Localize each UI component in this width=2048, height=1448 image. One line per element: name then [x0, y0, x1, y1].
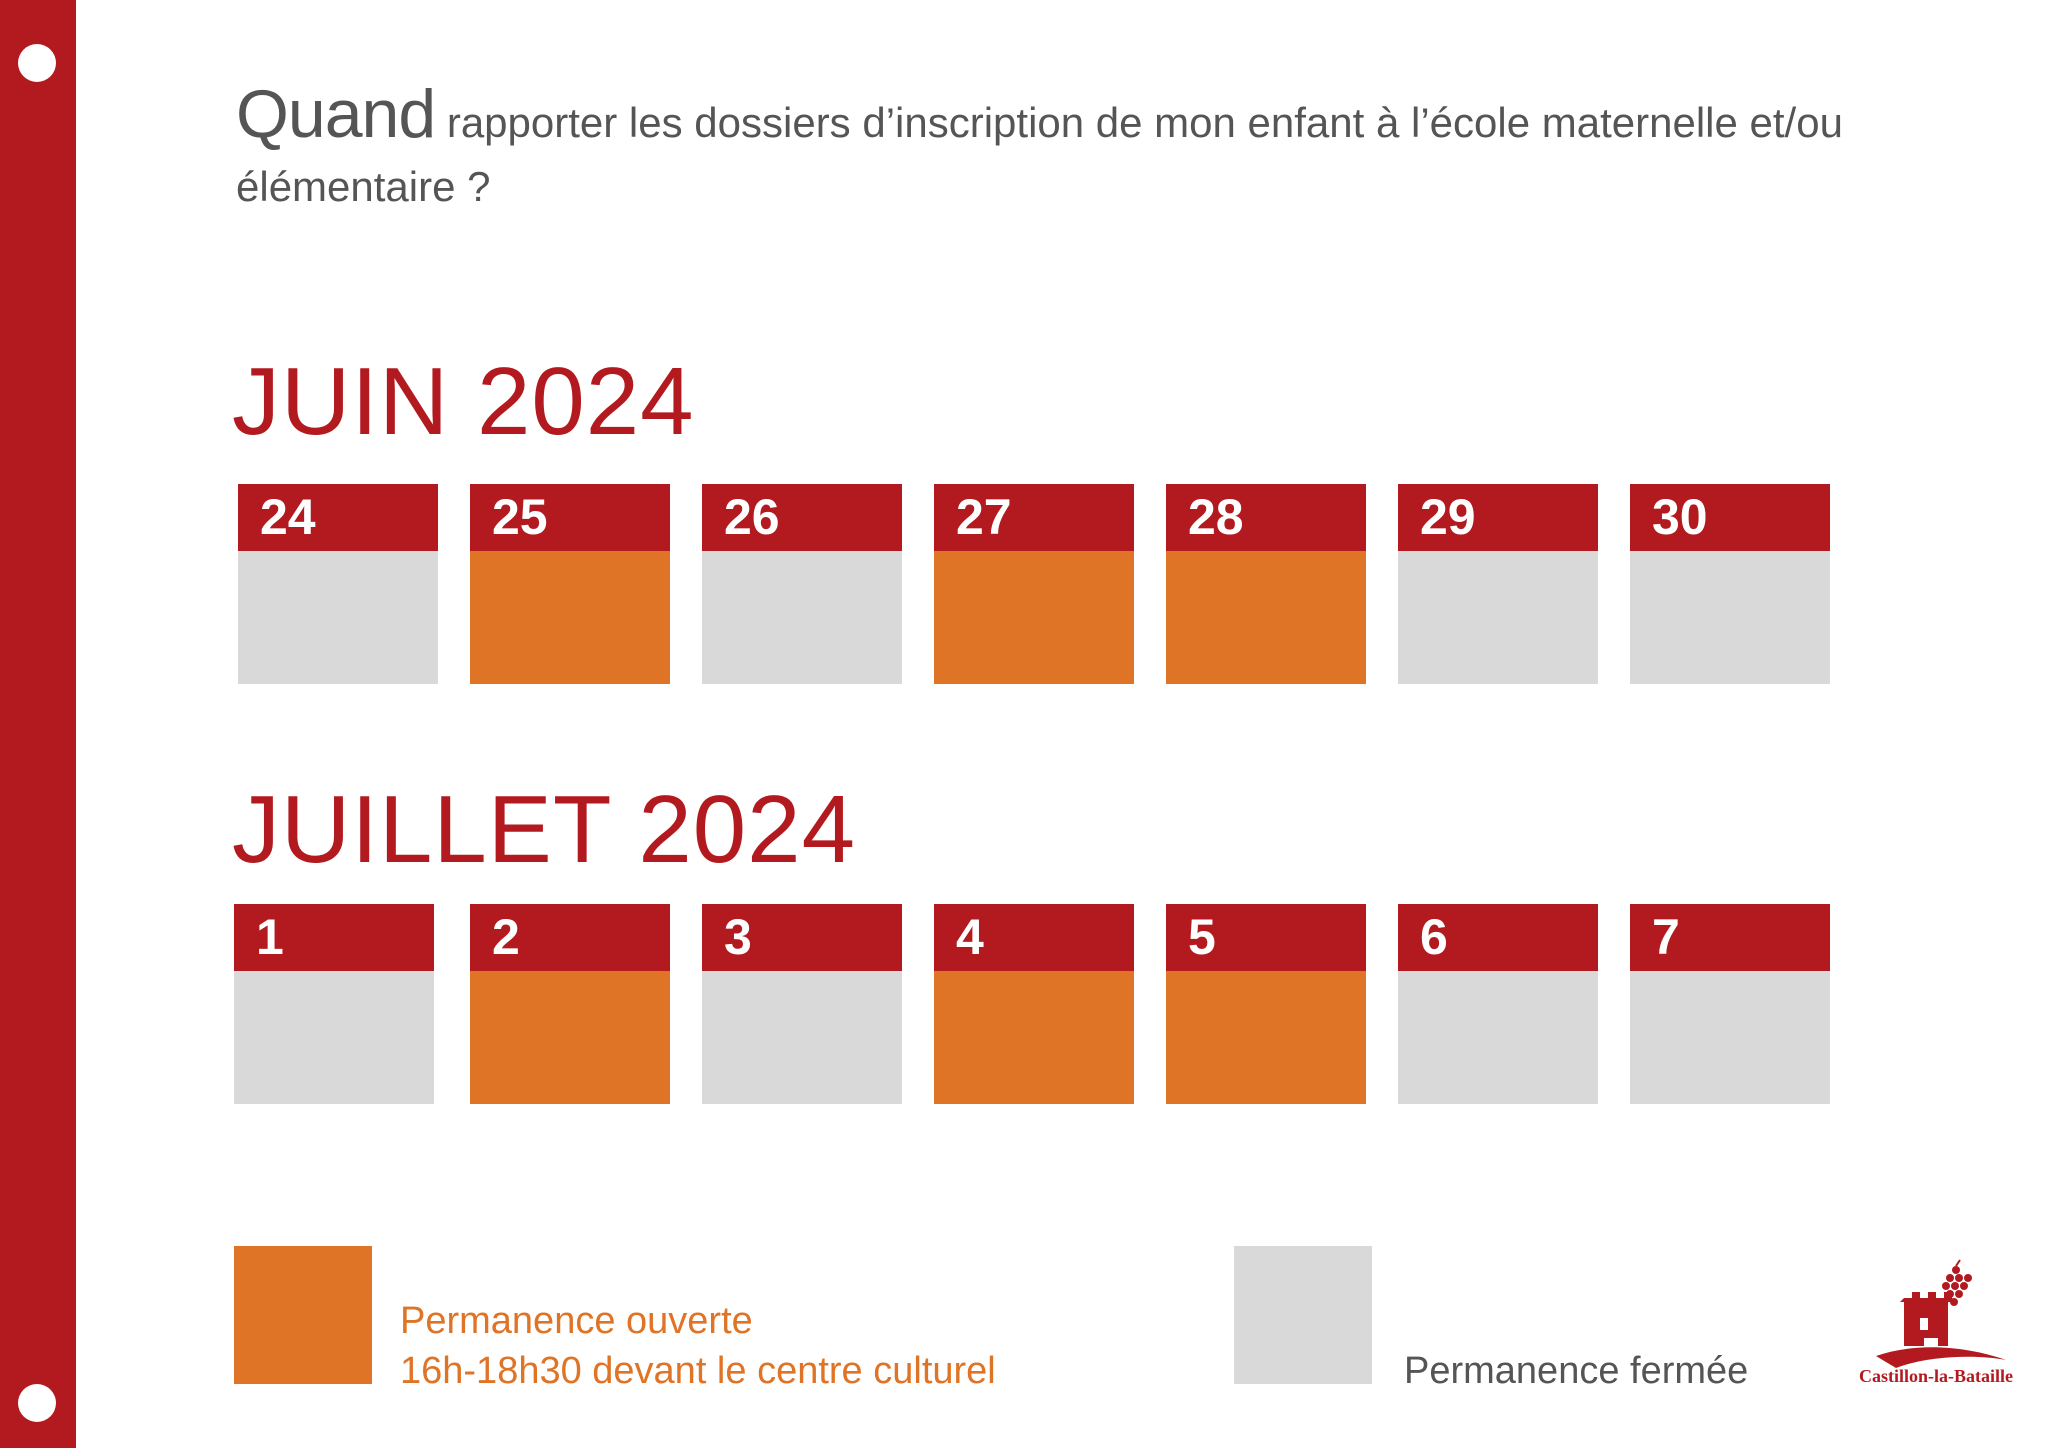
day-cell-june-29: 29 — [1398, 484, 1598, 684]
day-status-closed — [234, 971, 434, 1104]
binder-strip — [0, 0, 76, 1448]
day-status-closed — [702, 971, 902, 1104]
day-status-open — [1166, 551, 1366, 684]
day-number: 6 — [1398, 904, 1598, 971]
day-status-open — [1166, 971, 1366, 1104]
title-emphasis: Quand — [236, 76, 436, 152]
month-title-june: JUIN 2024 — [232, 348, 695, 455]
day-cell-july-1: 1 — [234, 904, 434, 1104]
legend-open-label: Permanence ouverte 16h-18h30 devant le c… — [400, 1296, 996, 1396]
day-number: 5 — [1166, 904, 1366, 971]
day-cell-july-5: 5 — [1166, 904, 1366, 1104]
day-number: 4 — [934, 904, 1134, 971]
day-number: 3 — [702, 904, 902, 971]
day-cell-june-26: 26 — [702, 484, 902, 684]
day-status-closed — [702, 551, 902, 684]
day-number: 24 — [238, 484, 438, 551]
day-cell-july-3: 3 — [702, 904, 902, 1104]
day-status-closed — [1398, 971, 1598, 1104]
day-number: 29 — [1398, 484, 1598, 551]
day-status-closed — [1630, 971, 1830, 1104]
day-status-open — [470, 551, 670, 684]
day-cell-june-30: 30 — [1630, 484, 1830, 684]
binder-hole-bottom — [18, 1384, 56, 1422]
day-number: 27 — [934, 484, 1134, 551]
logo-text: Castillon-la-Bataille — [1859, 1366, 2013, 1386]
day-cell-july-2: 2 — [470, 904, 670, 1104]
legend-open-line-1: Permanence ouverte — [400, 1300, 753, 1342]
day-number: 1 — [234, 904, 434, 971]
month-title-july: JUILLET 2024 — [232, 776, 856, 883]
day-status-closed — [238, 551, 438, 684]
day-status-open — [470, 971, 670, 1104]
legend-closed-swatch — [1234, 1246, 1372, 1384]
day-number: 7 — [1630, 904, 1830, 971]
day-cell-june-27: 27 — [934, 484, 1134, 684]
day-status-closed — [1398, 551, 1598, 684]
legend-closed-label: Permanence fermée — [1404, 1350, 1749, 1392]
castle-logo-icon — [1876, 1259, 2006, 1368]
title-line-2: élémentaire ? — [236, 163, 491, 210]
day-number: 30 — [1630, 484, 1830, 551]
day-number: 26 — [702, 484, 902, 551]
day-number: 28 — [1166, 484, 1366, 551]
binder-hole-top — [18, 44, 56, 82]
day-number: 2 — [470, 904, 670, 971]
day-status-open — [934, 551, 1134, 684]
page-title: Quand rapporter les dossiers d’inscripti… — [236, 80, 1966, 213]
day-status-open — [934, 971, 1134, 1104]
day-cell-july-7: 7 — [1630, 904, 1830, 1104]
day-cell-june-24: 24 — [238, 484, 438, 684]
day-cell-july-6: 6 — [1398, 904, 1598, 1104]
day-cell-july-4: 4 — [934, 904, 1134, 1104]
legend-open-swatch — [234, 1246, 372, 1384]
title-text: rapporter les dossiers d’inscription de … — [435, 99, 1843, 146]
day-cell-june-28: 28 — [1166, 484, 1366, 684]
legend-open-line-2: 16h-18h30 devant le centre culturel — [400, 1350, 996, 1392]
day-status-closed — [1630, 551, 1830, 684]
day-number: 25 — [470, 484, 670, 551]
day-cell-june-25: 25 — [470, 484, 670, 684]
